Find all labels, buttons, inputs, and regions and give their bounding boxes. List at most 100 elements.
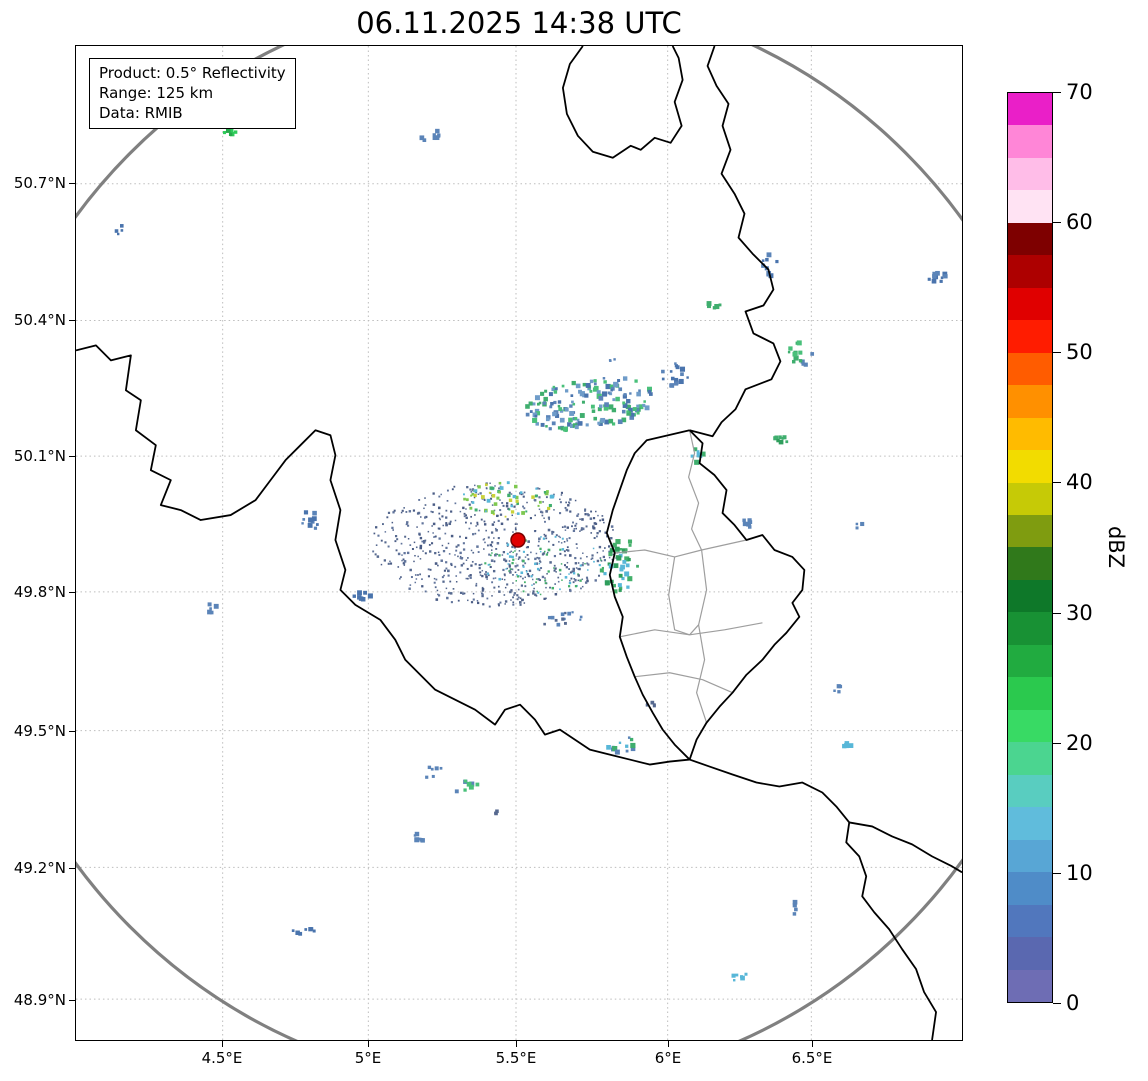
radar-echo-pixel (514, 484, 518, 489)
radar-echo-pixel (563, 621, 567, 625)
radar-echo-pixel (628, 543, 632, 547)
radar-echo-pixel (581, 518, 584, 521)
info-data-source-line: Data: RMIB (99, 103, 183, 122)
radar-echo-pixel (625, 749, 629, 753)
radar-echo-pixel (403, 507, 405, 509)
radar-echo-pixel (586, 578, 589, 580)
radar-echo-pixel (415, 578, 418, 580)
radar-echo-pixel (470, 601, 474, 604)
radar-echo-pixel (551, 421, 556, 426)
radar-echo-pixel (632, 407, 637, 412)
radar-echo-pixel (575, 543, 578, 545)
radar-echo-pixel (610, 525, 614, 528)
radar-echo-pixel (574, 499, 577, 502)
radar-echo-pixel (512, 574, 514, 576)
radar-echo-pixel (417, 574, 419, 576)
radar-echo-pixel (575, 522, 578, 525)
radar-echo-pixel (490, 510, 495, 514)
radar-echo-pixel (555, 413, 560, 418)
radar-echo-pixel (836, 684, 841, 689)
radar-echo-pixel (477, 493, 480, 495)
radar-echo-pixel (468, 575, 470, 577)
radar-echo-pixel (308, 517, 314, 523)
colorbar-tick-mark (1053, 482, 1061, 484)
radar-echo-pixel (552, 411, 557, 417)
radar-echo-pixel (530, 551, 532, 554)
colorbar-tick-mark (1053, 92, 1061, 93)
radar-echo-pixel (486, 572, 490, 575)
radar-echo-pixel (549, 405, 553, 409)
radar-echo-pixel (405, 523, 408, 526)
radar-echo-pixel (546, 573, 548, 575)
radar-echo-pixel (377, 534, 380, 537)
radar-echo-pixel (564, 529, 567, 531)
radar-echo-pixel (485, 529, 487, 532)
radar-echo-pixel (792, 912, 797, 916)
radar-echo-pixel (450, 534, 454, 538)
radar-echo-pixel (462, 506, 465, 510)
radar-echo-pixel (494, 553, 497, 557)
radar-echo-pixel (357, 590, 362, 596)
radar-echo-pixel (670, 376, 675, 381)
radar-echo-pixel (602, 555, 606, 559)
radar-echo-pixel (511, 545, 514, 549)
radar-echo-pixel (517, 558, 520, 560)
radar-echo-pixel (565, 549, 568, 551)
radar-echo-pixel (552, 543, 555, 546)
radar-echo-pixel (509, 568, 512, 571)
radar-echo-pixel (492, 569, 496, 573)
radar-echo-pixel (120, 224, 124, 228)
radar-echo-pixel (579, 391, 585, 397)
radar-echo-pixel (593, 416, 598, 421)
radar-echo-pixel (449, 520, 452, 523)
radar-echo-pixel (414, 831, 420, 837)
radar-echo-pixel (538, 487, 541, 490)
radar-echo-pixel (488, 605, 491, 608)
radar-echo-pixel (649, 392, 653, 396)
radar-echo-pixel (587, 569, 589, 571)
radar-echo-pixel (543, 533, 546, 536)
radar-echo-pixel (577, 568, 579, 570)
radar-echo-pixel (501, 578, 504, 580)
radar-echo-pixel (522, 493, 524, 495)
radar-echo-pixel (384, 531, 387, 533)
national-border (849, 821, 962, 874)
radar-echo-pixel (855, 522, 859, 526)
radar-echo-pixel (576, 547, 578, 549)
radar-echo-pixel (445, 522, 448, 525)
radar-echo-pixel (592, 525, 595, 528)
radar-echo-pixel (581, 578, 584, 581)
radar-echo-pixel (498, 554, 501, 557)
radar-echo-pixel (561, 526, 564, 529)
radar-echo-pixel (419, 135, 425, 141)
radar-echo-pixel (404, 535, 407, 538)
radar-echo-pixel (519, 601, 522, 604)
x-tick-mark (368, 1041, 369, 1047)
radar-echo-pixel (563, 550, 566, 553)
radar-echo-pixel (674, 377, 679, 382)
radar-echo-pixel (474, 508, 478, 512)
radar-echo-pixel (591, 557, 594, 560)
radar-echo-pixel (613, 589, 618, 594)
radar-echo-pixel (528, 569, 532, 573)
radar-echo-pixel (855, 526, 859, 530)
radar-echo-pixel (837, 690, 841, 694)
radar-echo-pixel (503, 578, 506, 581)
radar-echo-pixel (419, 573, 422, 576)
radar-echo-pixel (418, 498, 421, 501)
radar-echo-pixel (545, 425, 548, 428)
radar-echo-pixel (625, 744, 629, 748)
radar-echo-pixel (554, 535, 557, 538)
radar-echo-pixel (629, 392, 632, 395)
radar-echo-pixel (481, 594, 484, 598)
radar-echo-pixel (532, 592, 535, 595)
radar-echo-pixel (616, 555, 622, 561)
radar-echo-pixel (612, 529, 614, 531)
radar-echo-pixel (312, 929, 316, 933)
radar-echo-pixel (652, 704, 656, 708)
radar-echo-pixel (612, 398, 616, 402)
radar-echo-pixel (506, 583, 509, 586)
radar-echo-pixel (538, 540, 540, 543)
radar-echo-pixel (927, 277, 931, 281)
radar-echo-pixel (650, 700, 655, 705)
